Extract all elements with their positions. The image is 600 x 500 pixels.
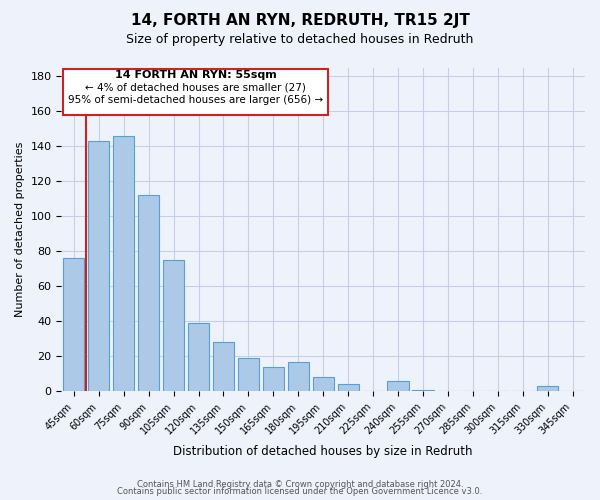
Bar [138,196,159,392]
Text: 14 FORTH AN RYN: 55sqm: 14 FORTH AN RYN: 55sqm [115,70,276,81]
Text: Contains HM Land Registry data © Crown copyright and database right 2024.: Contains HM Land Registry data © Crown c… [137,480,463,489]
X-axis label: Distribution of detached houses by size in Redruth: Distribution of detached houses by size … [173,444,473,458]
Text: ← 4% of detached houses are smaller (27): ← 4% of detached houses are smaller (27) [85,82,306,92]
Bar [238,358,259,392]
Bar [412,390,434,392]
Text: 95% of semi-detached houses are larger (656) →: 95% of semi-detached houses are larger (… [68,95,323,105]
Bar [287,362,309,392]
Bar [338,384,359,392]
FancyBboxPatch shape [62,70,328,115]
Bar [88,141,109,392]
Text: 14, FORTH AN RYN, REDRUTH, TR15 2JT: 14, FORTH AN RYN, REDRUTH, TR15 2JT [131,12,469,28]
Bar [188,323,209,392]
Y-axis label: Number of detached properties: Number of detached properties [15,142,25,317]
Bar [537,386,558,392]
Text: Size of property relative to detached houses in Redruth: Size of property relative to detached ho… [127,32,473,46]
Bar [113,136,134,392]
Bar [313,378,334,392]
Bar [388,381,409,392]
Bar [263,367,284,392]
Bar [213,342,234,392]
Bar [63,258,85,392]
Text: Contains public sector information licensed under the Open Government Licence v3: Contains public sector information licen… [118,488,482,496]
Bar [163,260,184,392]
